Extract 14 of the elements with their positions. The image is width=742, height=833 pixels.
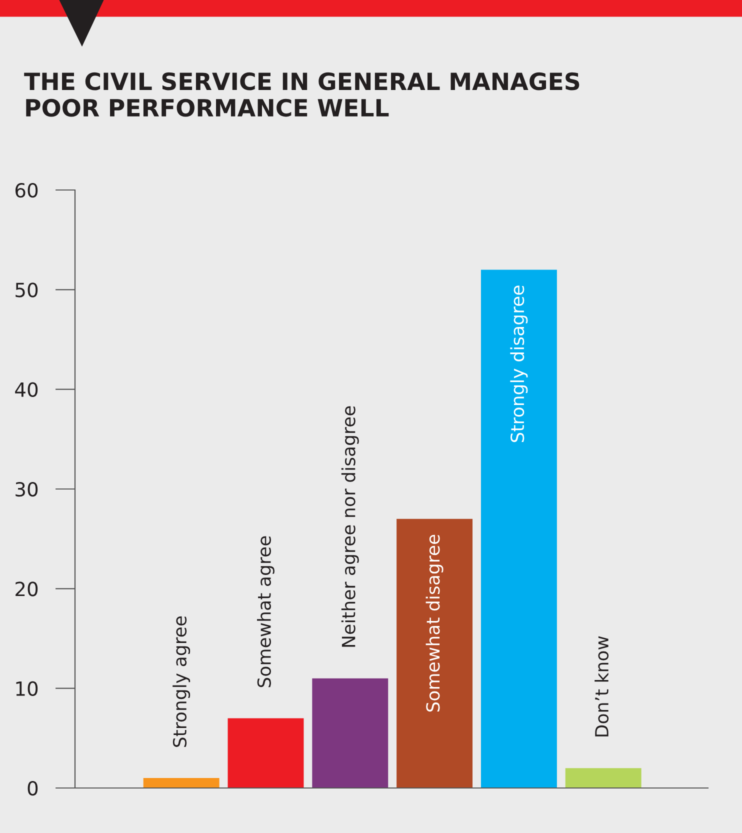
y-tick-label: 30 xyxy=(16,482,38,497)
y-tick-label: 60 xyxy=(16,182,38,198)
y-tick-label: 40 xyxy=(15,382,38,397)
y-tick-label: 0 xyxy=(28,780,38,796)
x-tick-label: Somewhat disagree xyxy=(426,534,444,712)
y-tick-label: 20 xyxy=(16,582,38,596)
x-tick-label: Strongly disagree xyxy=(510,286,528,442)
x-tick-label: Somewhat agree xyxy=(257,536,274,688)
y-tick-label: 10 xyxy=(16,681,38,696)
x-tick-label: Strongly agree xyxy=(172,616,190,747)
chart-title: THE CIVIL SERVICE IN GENERAL MANAGES POOR PERFORMANCE WELL xyxy=(24,72,580,117)
x-tick-label: Don’t know xyxy=(594,636,609,736)
x-tick-label: Neither agree nor disagree xyxy=(341,406,359,647)
y-tick-label: 50 xyxy=(16,282,38,298)
